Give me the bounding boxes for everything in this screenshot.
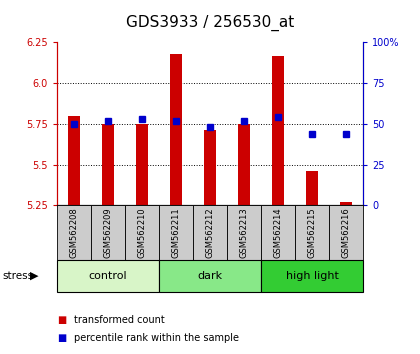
Text: GSM562213: GSM562213 (239, 207, 249, 258)
Bar (204, 130, 216, 205)
Text: GSM562211: GSM562211 (171, 207, 181, 258)
Bar (272, 56, 284, 205)
Bar (261, 205, 295, 260)
Bar (57, 205, 91, 260)
Text: GSM562214: GSM562214 (274, 207, 283, 258)
Text: GSM562210: GSM562210 (137, 207, 146, 258)
Text: ■: ■ (57, 315, 66, 325)
Bar (170, 54, 182, 205)
Text: ▶: ▶ (30, 271, 39, 281)
Text: dark: dark (197, 271, 223, 281)
Bar (306, 171, 318, 205)
Bar (91, 205, 125, 260)
Text: percentile rank within the sample: percentile rank within the sample (74, 333, 239, 343)
Text: GSM562212: GSM562212 (205, 207, 215, 258)
Bar (125, 205, 159, 260)
Text: GDS3933 / 256530_at: GDS3933 / 256530_at (126, 15, 294, 31)
Text: GSM562209: GSM562209 (103, 207, 112, 258)
Text: control: control (89, 271, 127, 281)
Bar (57, 260, 159, 292)
Text: GSM562215: GSM562215 (308, 207, 317, 258)
Bar (159, 260, 261, 292)
Bar (68, 116, 80, 205)
Bar (295, 205, 329, 260)
Bar (340, 202, 352, 205)
Bar (136, 124, 148, 205)
Text: transformed count: transformed count (74, 315, 164, 325)
Bar (159, 205, 193, 260)
Text: ■: ■ (57, 333, 66, 343)
Bar (261, 260, 363, 292)
Text: GSM562216: GSM562216 (342, 207, 351, 258)
Bar (238, 124, 250, 205)
Bar (193, 205, 227, 260)
Text: high light: high light (286, 271, 339, 281)
Bar (102, 124, 114, 205)
Text: stress: stress (2, 271, 33, 281)
Bar (329, 205, 363, 260)
Text: GSM562208: GSM562208 (69, 207, 78, 258)
Bar (227, 205, 261, 260)
